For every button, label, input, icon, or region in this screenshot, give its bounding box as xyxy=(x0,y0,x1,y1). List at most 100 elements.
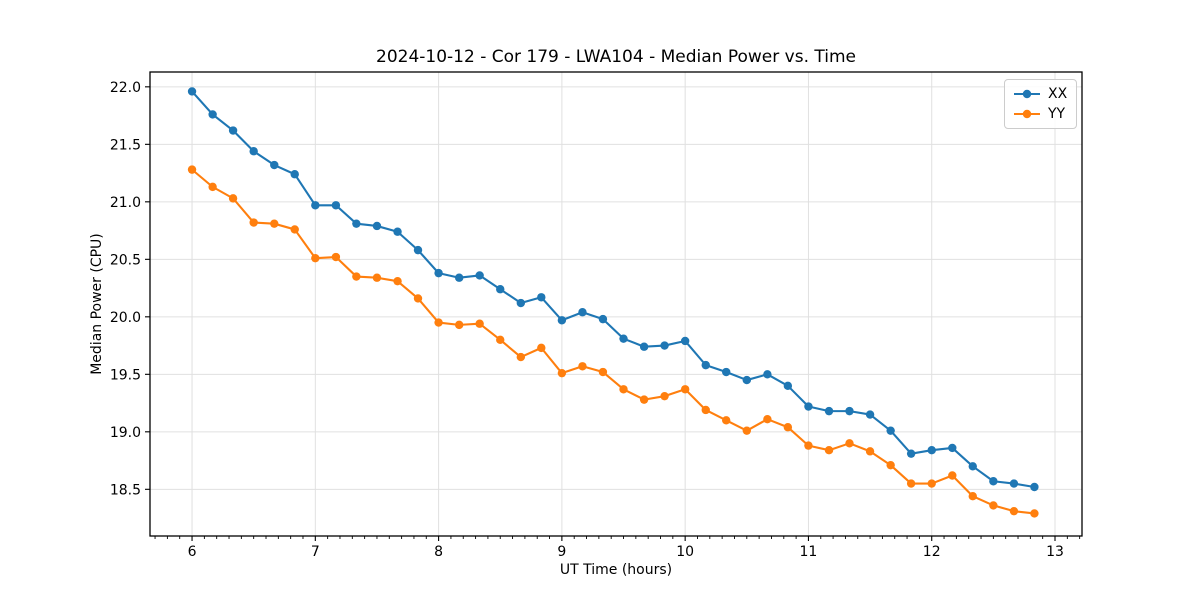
chart-title: 2024-10-12 - Cor 179 - LWA104 - Median P… xyxy=(376,47,856,67)
data-point-xx xyxy=(434,268,443,278)
axes-frame xyxy=(149,71,1083,537)
data-point-yy xyxy=(742,426,751,435)
data-point-yy xyxy=(331,252,341,262)
data-point-yy xyxy=(906,479,916,488)
data-point-yy xyxy=(927,479,936,488)
data-point-xx xyxy=(1030,482,1039,492)
data-point-yy xyxy=(475,319,484,328)
data-point-yy xyxy=(557,368,567,378)
data-point-xx xyxy=(311,201,320,210)
x-tick-label: 10 xyxy=(676,544,694,560)
data-point-xx xyxy=(701,360,710,370)
series-line-yy xyxy=(190,168,1036,515)
y-tick-label: 21.5 xyxy=(110,137,141,153)
data-point-yy xyxy=(783,423,793,432)
data-point-xx xyxy=(413,245,423,255)
data-point-yy xyxy=(228,194,238,203)
data-point-xx xyxy=(680,336,690,346)
data-point-yy xyxy=(372,273,382,282)
x-tick-label: 8 xyxy=(434,544,443,560)
legend: XX YY xyxy=(1004,79,1078,129)
data-point-xx xyxy=(722,367,731,377)
data-point-yy xyxy=(824,446,834,455)
data-point-xx xyxy=(742,375,751,385)
data-point-yy xyxy=(413,294,423,303)
data-point-yy xyxy=(270,219,279,228)
y-axis-label: Median Power (CPU) xyxy=(89,233,105,375)
y-tick-label: 19.0 xyxy=(110,425,141,441)
data-point-yy xyxy=(660,391,669,401)
x-tick-label: 7 xyxy=(311,544,320,560)
data-point-xx xyxy=(331,201,341,210)
data-point-xx xyxy=(804,402,813,411)
x-tick-label: 13 xyxy=(1046,544,1064,560)
data-point-xx xyxy=(660,341,669,350)
data-point-xx xyxy=(619,334,628,343)
data-point-yy xyxy=(639,395,649,404)
data-point-yy xyxy=(598,367,608,377)
data-point-yy xyxy=(393,276,402,286)
data-point-xx xyxy=(906,449,916,458)
data-point-xx xyxy=(989,477,998,486)
y-tick-label: 19.5 xyxy=(110,367,141,383)
data-point-yy xyxy=(578,362,587,371)
data-point-yy xyxy=(208,182,217,192)
legend-label-yy: YY xyxy=(1048,106,1066,122)
data-point-yy xyxy=(1030,509,1039,518)
data-point-yy xyxy=(722,416,731,425)
data-point-yy xyxy=(989,501,998,510)
data-point-yy xyxy=(454,320,464,330)
data-point-yy xyxy=(701,405,710,415)
data-point-xx xyxy=(763,370,772,379)
data-point-yy xyxy=(352,272,361,281)
data-point-yy xyxy=(187,165,197,174)
data-point-xx xyxy=(393,227,402,236)
data-point-xx xyxy=(516,298,526,308)
data-point-yy xyxy=(434,318,443,327)
x-tick-label: 12 xyxy=(923,544,941,560)
y-tick-label: 20.0 xyxy=(110,310,141,326)
data-point-xx xyxy=(228,126,238,135)
data-point-xx xyxy=(187,87,197,96)
data-point-yy xyxy=(948,471,957,480)
data-point-xx xyxy=(1009,479,1019,488)
data-point-xx xyxy=(598,314,608,324)
data-point-yy xyxy=(865,447,875,456)
data-point-xx xyxy=(537,293,546,302)
data-point-yy xyxy=(537,343,546,353)
data-point-yy xyxy=(516,352,526,362)
data-point-yy xyxy=(886,460,895,470)
data-point-yy xyxy=(763,414,772,424)
data-point-yy xyxy=(619,385,628,394)
data-point-xx xyxy=(249,147,258,156)
data-point-xx xyxy=(352,219,361,228)
data-point-yy xyxy=(804,441,813,450)
data-point-yy xyxy=(496,335,505,345)
legend-line-sample-yy xyxy=(1014,109,1040,119)
data-point-yy xyxy=(968,492,977,501)
y-tick-label: 20.5 xyxy=(110,252,141,268)
data-point-xx xyxy=(557,316,567,325)
data-point-xx xyxy=(865,410,875,419)
y-tick-label: 18.5 xyxy=(110,482,141,498)
data-point-xx xyxy=(496,285,505,294)
data-point-yy xyxy=(249,218,258,227)
data-point-yy xyxy=(845,439,854,448)
data-point-yy xyxy=(311,253,320,263)
data-point-xx xyxy=(639,342,649,351)
data-point-xx xyxy=(372,221,382,231)
data-point-xx xyxy=(270,160,279,170)
x-tick-label: 6 xyxy=(188,544,197,560)
data-point-xx xyxy=(927,446,936,455)
data-point-xx xyxy=(208,110,217,119)
legend-label-xx: XX xyxy=(1048,86,1068,102)
data-point-xx xyxy=(475,271,484,280)
legend-entry-yy: YY xyxy=(1013,104,1067,124)
data-point-xx xyxy=(578,308,587,317)
x-tick-label: 9 xyxy=(557,544,566,560)
data-point-xx xyxy=(845,406,854,416)
data-point-xx xyxy=(948,443,957,453)
legend-line-sample-xx xyxy=(1014,89,1040,99)
